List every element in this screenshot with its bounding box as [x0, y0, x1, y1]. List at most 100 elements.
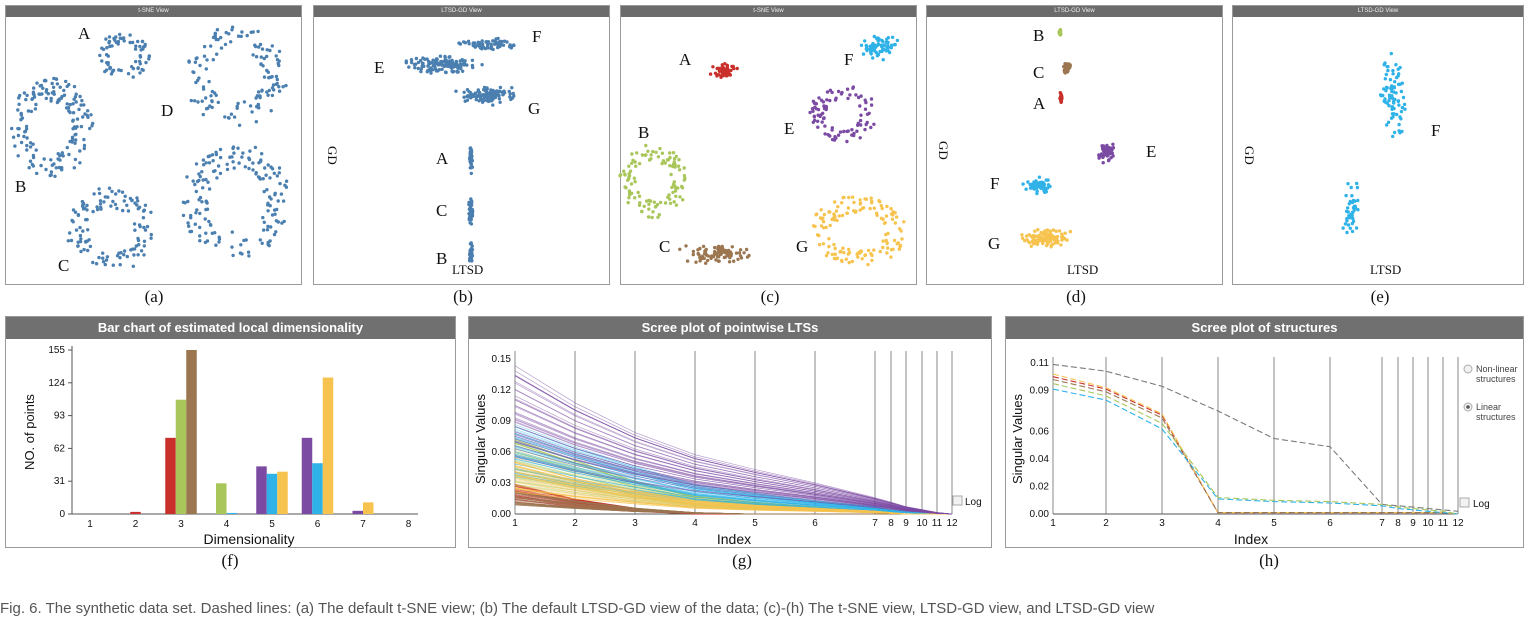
scatter-point [98, 202, 103, 206]
scatter-point [227, 32, 231, 36]
scatter-point [836, 89, 841, 94]
scatter-point [185, 175, 189, 179]
scatter-point [103, 195, 108, 199]
scatter-point [886, 231, 890, 236]
scatter-point [1109, 156, 1113, 160]
scatter-point [889, 207, 893, 211]
scatter-point [1111, 142, 1115, 146]
scatter-point [1044, 178, 1048, 182]
scatter-point [671, 190, 675, 195]
log-checkbox[interactable] [952, 495, 963, 506]
scatter-point [128, 40, 132, 45]
scatter-point [738, 248, 743, 252]
scatter-point [33, 107, 38, 111]
scatter-point [409, 58, 414, 62]
tsne-view-c[interactable]: A F E B C G [618, 6, 918, 286]
x-tick-label: 3 [178, 519, 184, 530]
scatter-point [1059, 94, 1063, 99]
linear-label: Linear [1476, 402, 1501, 412]
scatter-point [68, 231, 72, 235]
scatter-point [674, 203, 679, 207]
scatter-point [814, 107, 818, 111]
scatter-point [71, 111, 76, 115]
scatter-point [1036, 228, 1040, 232]
scatter-point [204, 96, 208, 100]
scatter-point [44, 167, 48, 172]
scatter-point [119, 251, 123, 255]
cluster-label-f: F [844, 50, 853, 69]
scatter-point [1346, 206, 1350, 210]
scatter-point [491, 47, 495, 52]
scatter-point [847, 250, 852, 255]
scatter-point [874, 50, 878, 55]
scatter-point [463, 59, 467, 63]
scatter-point [868, 44, 872, 49]
scatter-point [458, 59, 462, 63]
scatter-point [31, 164, 35, 168]
scatter-point [211, 58, 215, 62]
scatter-point [866, 248, 871, 253]
scatter-point [78, 94, 82, 99]
scatter-point [193, 182, 197, 187]
scatter-point [1390, 105, 1395, 109]
cluster-label-c: C [659, 237, 670, 256]
y-axis-label: GD [1242, 146, 1257, 165]
ltsd-gd-view-b[interactable]: E F G A C B LTSD GD [314, 6, 611, 286]
scatter-point [52, 92, 56, 96]
scatter-point [97, 191, 102, 196]
scatter-point [885, 241, 889, 245]
scatter-point [261, 215, 265, 220]
scatter-point [673, 186, 678, 190]
scatter-point [646, 215, 651, 219]
scatter-point [98, 199, 103, 203]
scatter-point [197, 172, 201, 176]
scatter-point [1395, 112, 1399, 117]
chart-f-title: Bar chart of estimated local dimensional… [6, 317, 455, 339]
y-axis-label: GD [936, 141, 951, 160]
cluster-e-points [1097, 142, 1116, 165]
scatter-point [850, 195, 855, 199]
scatter-point [262, 189, 266, 194]
scatter-point [143, 228, 148, 232]
scatter-point [38, 84, 42, 88]
scatter-point [195, 208, 199, 212]
scatter-point [113, 202, 118, 207]
scatter-point [643, 153, 647, 157]
scatter-point [28, 145, 33, 149]
scatter-point [1383, 77, 1387, 81]
scatter-point [73, 210, 78, 214]
scatter-point [638, 201, 642, 205]
scatter-point [210, 89, 215, 94]
ltsd-gd-view-d[interactable]: BCA E F G LTSD GD [927, 6, 1224, 286]
scatter-point [825, 98, 829, 102]
scatter-point [76, 240, 80, 244]
scatter-point [225, 167, 230, 172]
scatter-point [270, 167, 275, 171]
scatter-point [836, 205, 840, 209]
scatter-point [1397, 103, 1401, 107]
tsne-view-a[interactable]: A B C D [6, 6, 303, 286]
non-linear-radio[interactable] [1463, 364, 1473, 374]
scatter-point [1346, 182, 1350, 186]
log-checkbox[interactable] [1459, 497, 1470, 508]
cluster-label-c: C [1033, 63, 1044, 82]
ltsd-gd-view-e[interactable]: F LTSD GD [1233, 6, 1525, 286]
scatter-point [274, 54, 278, 58]
scatter-point [110, 189, 114, 194]
x-tick-label: 11 [1438, 518, 1449, 529]
x-tick-label: 9 [903, 518, 909, 529]
scatter-point [64, 79, 68, 84]
scatter-point [842, 129, 846, 134]
ltss-line [514, 395, 953, 515]
log-label: Log [965, 497, 982, 508]
scatter-point [510, 96, 515, 100]
scatter-point [413, 66, 417, 70]
cluster-label-c: C [436, 201, 447, 220]
scatter-point [214, 37, 218, 42]
scatter-point [827, 244, 831, 249]
scatter-point [890, 217, 895, 221]
scatter-point [137, 205, 142, 209]
x-tick-label: 12 [946, 518, 958, 529]
scatter-point [120, 36, 124, 41]
scatter-point [216, 100, 220, 105]
